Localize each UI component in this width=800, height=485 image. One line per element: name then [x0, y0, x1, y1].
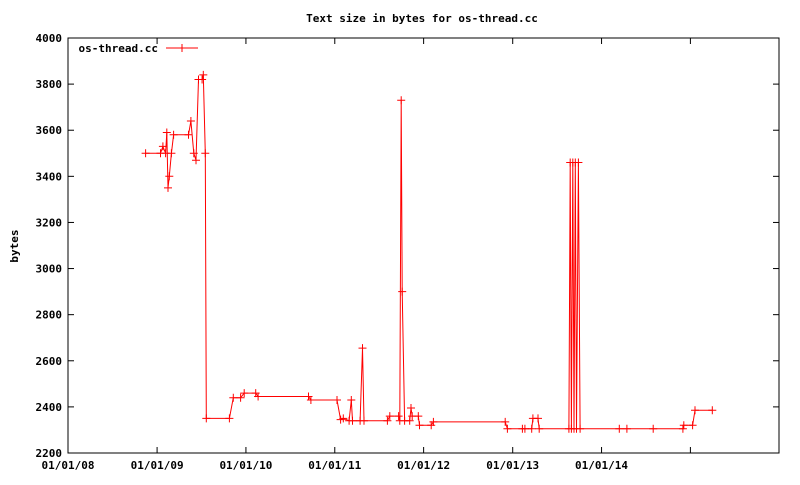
data-point-marker [358, 344, 367, 353]
x-tick-label: 01/01/14 [575, 459, 628, 472]
data-point-marker [520, 424, 529, 433]
data-point-marker [201, 149, 210, 158]
data-point-marker [427, 421, 436, 430]
y-tick-label: 3600 [36, 124, 63, 137]
x-tick-label: 01/01/13 [486, 459, 539, 472]
data-point-marker [527, 424, 536, 433]
data-point-marker [141, 149, 150, 158]
data-point-marker [225, 414, 234, 423]
data-point-marker [254, 392, 263, 401]
y-axis-label: bytes [8, 229, 21, 262]
data-point-marker [385, 412, 394, 421]
x-tick-label: 01/01/09 [131, 459, 184, 472]
data-point-marker [576, 424, 585, 433]
x-tick-label: 01/01/12 [397, 459, 450, 472]
data-point-marker [162, 128, 171, 137]
data-point-marker [622, 424, 631, 433]
data-point-marker [192, 156, 200, 165]
series-layer [141, 70, 717, 433]
data-point-marker [708, 406, 717, 415]
data-point-marker [534, 414, 542, 423]
data-point-marker [198, 75, 207, 84]
legend-marker [178, 44, 186, 52]
data-point-marker [678, 424, 687, 433]
data-point-marker [407, 404, 415, 412]
x-tick-label: 01/01/11 [308, 459, 361, 472]
data-point-marker [165, 172, 174, 181]
data-point-marker [679, 421, 688, 430]
data-point-marker [184, 130, 193, 139]
y-tick-label: 2200 [36, 447, 63, 460]
data-point-marker [333, 396, 341, 404]
y-tick-label: 3400 [36, 170, 63, 183]
data-point-marker [169, 130, 178, 139]
data-point-marker [360, 416, 368, 425]
y-tick-label: 3000 [36, 263, 63, 276]
data-point-marker [339, 414, 348, 423]
data-point-marker [688, 421, 697, 430]
data-point-marker [306, 396, 315, 404]
data-point-marker [691, 406, 699, 415]
data-point-marker [398, 287, 407, 296]
data-point-marker [236, 393, 245, 402]
data-point-marker [383, 416, 392, 425]
data-point-marker [202, 414, 211, 423]
x-tick-label: 01/01/08 [42, 459, 95, 472]
data-point-marker [240, 389, 249, 398]
data-point-marker [415, 421, 424, 430]
data-point-marker [535, 424, 544, 433]
legend-label: os-thread.cc [79, 42, 158, 55]
data-point-marker [429, 417, 438, 426]
legend: os-thread.cc [79, 42, 198, 55]
data-point-marker [394, 412, 403, 421]
data-point-marker [503, 424, 512, 433]
y-tick-label: 3200 [36, 216, 63, 229]
y-tick-label: 2600 [36, 355, 63, 368]
data-point-marker [347, 396, 356, 404]
data-point-marker [348, 416, 357, 425]
tick-layer: 2200 2400 2600 2800 3000 3200 3400 3600 3800 4000… [36, 32, 779, 472]
y-tick-label: 2400 [36, 401, 63, 414]
y-tick-label: 3800 [36, 78, 63, 91]
series-line [145, 74, 713, 430]
data-point-marker [414, 412, 423, 421]
y-tick-label: 2800 [36, 309, 63, 322]
data-point-marker [229, 393, 238, 402]
data-point-marker [649, 424, 658, 433]
data-point-marker [501, 417, 510, 426]
data-point-marker [189, 149, 198, 158]
data-point-marker [158, 142, 167, 151]
data-point-marker [167, 149, 176, 158]
data-point-marker [405, 416, 414, 425]
data-point-marker [574, 158, 583, 167]
data-point-marker [615, 424, 624, 433]
y-tick-label: 4000 [36, 32, 63, 45]
data-point-marker [164, 183, 172, 192]
data-point-marker [186, 117, 195, 125]
x-tick-label: 01/01/10 [219, 459, 272, 472]
data-point-marker [397, 96, 406, 105]
plot-frame [67, 37, 780, 454]
data-point-marker [199, 70, 208, 79]
chart-title: Text size in bytes for os-thread.cc [306, 12, 538, 25]
